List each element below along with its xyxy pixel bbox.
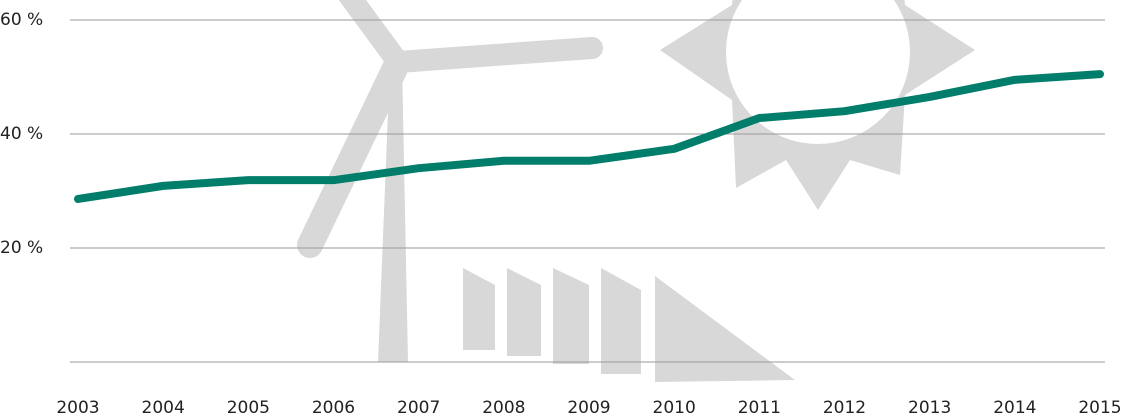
- x-tick-label: 2012: [823, 398, 866, 418]
- x-tick-label: 2009: [567, 398, 610, 418]
- line-series: [74, 70, 1104, 203]
- y-tick-label: 60 %: [0, 10, 43, 30]
- x-tick-label: 2006: [312, 398, 355, 418]
- x-tick-label: 2007: [397, 398, 440, 418]
- x-tick-label: 2015: [1078, 398, 1121, 418]
- x-tick-label: 2005: [227, 398, 270, 418]
- x-tick-label: 2003: [56, 398, 99, 418]
- background-illustration: [297, 0, 975, 382]
- x-tick-label: 2011: [738, 398, 781, 418]
- x-tick-label: 2004: [142, 398, 185, 418]
- y-tick-label: 20 %: [0, 238, 43, 258]
- y-tick-label: 40 %: [0, 124, 43, 144]
- x-tick-label: 2013: [908, 398, 951, 418]
- x-tick-label: 2010: [653, 398, 696, 418]
- x-tick-label: 2008: [482, 398, 525, 418]
- x-tick-label: 2014: [993, 398, 1036, 418]
